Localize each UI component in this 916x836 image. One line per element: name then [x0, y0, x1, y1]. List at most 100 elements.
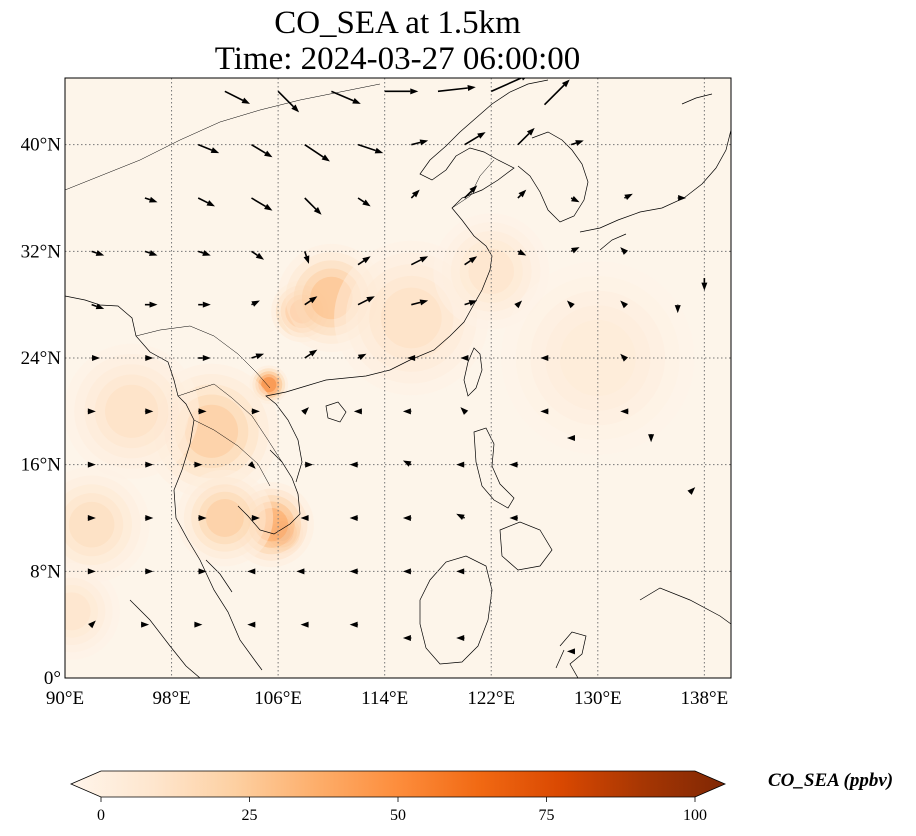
concentration-hotspot: [176, 469, 274, 567]
border-line: [177, 383, 283, 463]
wind-arrow: [543, 79, 570, 106]
wind-arrow: [402, 568, 412, 575]
border-line: [65, 83, 381, 191]
wind-arrow: [349, 515, 359, 521]
colorbar: 0 25 50 75 100: [69, 770, 727, 824]
wind-arrow: [144, 196, 158, 203]
wind-arrow: [197, 197, 215, 207]
border-line: [135, 325, 271, 389]
wind-arrow: [88, 620, 96, 629]
concentration-hotspot: [285, 252, 378, 344]
wind-arrow: [277, 90, 300, 113]
concentration-hotspot: [258, 374, 280, 396]
wind-arrow: [197, 143, 220, 154]
latitude-tick-label: 24°N: [21, 348, 62, 369]
concentration-hotspot: [252, 368, 286, 402]
wind-arrow: [144, 250, 158, 256]
wind-arrow: [566, 300, 575, 309]
wind-arrow: [87, 568, 96, 575]
map-subtitle: Time: 2024-03-27 06:00:00: [214, 41, 581, 77]
wind-arrow: [620, 300, 629, 309]
longitude-tick-label: 130°E: [574, 688, 622, 709]
gridlines: [65, 78, 731, 678]
wind-arrow: [620, 408, 629, 415]
concentration-hotspot: [301, 268, 361, 328]
wind-arrow: [224, 90, 251, 104]
concentration-hotspot: [380, 287, 442, 349]
wind-arrow: [674, 304, 681, 314]
wind-arrow: [490, 78, 526, 93]
concentration-hotspot: [105, 384, 159, 438]
wind-arrow: [87, 461, 96, 468]
wind-arrow: [251, 353, 265, 360]
wind-arrow: [251, 197, 273, 211]
wind-arrow: [384, 88, 419, 95]
concentration-hotspot: [74, 353, 189, 469]
wind-arrow: [331, 90, 361, 104]
concentration-hotspot: [235, 488, 308, 561]
wind-arrow: [144, 355, 154, 361]
concentration-hotspot: [94, 374, 169, 449]
wind-arrow: [464, 132, 486, 146]
wind-arrow: [677, 195, 687, 201]
wind-arrow: [357, 143, 384, 154]
coastline-sumatra: [129, 559, 233, 678]
concentration-hotspot: [154, 373, 269, 489]
colorbar-tick-label: 25: [242, 807, 258, 824]
concentration-hotspot: [241, 495, 302, 555]
latitude-tick-label: 16°N: [21, 455, 62, 476]
coastline-mindanao: [499, 521, 553, 571]
concentration-hotspot: [65, 484, 132, 566]
wind-arrow: [620, 353, 629, 362]
colorbar-label: CO_SEA (ppbv): [768, 770, 894, 791]
wind-arrow: [566, 435, 575, 441]
wind-arrow: [251, 408, 260, 415]
wind-arrow: [514, 300, 523, 309]
wind-arrow: [402, 515, 412, 521]
concentration-hotspot: [65, 475, 141, 574]
concentration-hotspot: [310, 276, 353, 320]
latitude-tick-label: 32°N: [21, 241, 62, 262]
concentration-hotspot: [183, 477, 266, 559]
wind-arrow: [460, 407, 469, 415]
wind-arrow: [141, 621, 150, 628]
coastlines: [65, 79, 731, 678]
concentration-hotspot: [84, 364, 179, 459]
concentration-hotspot: [198, 491, 252, 545]
wind-arrow: [87, 408, 96, 415]
wind-arrow: [303, 251, 310, 264]
map-background: [65, 78, 731, 678]
map-title: CO_SEA at 1.5km: [274, 5, 521, 41]
wind-arrow: [198, 568, 207, 575]
wind-arrow: [357, 353, 367, 361]
concentration-hotspot: [254, 507, 289, 542]
coastline-korea: [517, 131, 589, 223]
wind-arrow: [410, 189, 420, 199]
concentration-hotspot: [270, 521, 294, 545]
wind-vectors: [87, 78, 708, 655]
wind-arrow: [570, 247, 580, 254]
coastline-taiwan: [463, 347, 483, 397]
longitude-tick-label: 90°E: [46, 688, 84, 709]
co-concentration-field: [65, 213, 695, 660]
wind-arrow: [194, 621, 203, 628]
wind-arrow: [296, 568, 305, 575]
wind-arrow: [87, 515, 96, 521]
concentration-hotspot: [65, 563, 120, 660]
concentration-hotspot: [293, 260, 370, 336]
concentration-hotspot: [205, 499, 244, 537]
wind-arrow: [91, 250, 105, 256]
concentration-hotspot: [277, 243, 386, 353]
wind-arrow: [144, 408, 154, 415]
concentration-hotspot: [264, 514, 301, 551]
concentration-hotspot: [255, 371, 283, 399]
concentration-hotspot: [65, 592, 91, 631]
longitude-axis: 90°E 98°E 106°E 114°E 122°E 130°E 138°E: [46, 688, 728, 709]
country-borders: [65, 83, 495, 487]
concentration-hotspot: [174, 394, 249, 469]
wind-arrow: [247, 461, 256, 469]
wind-arrow: [620, 247, 629, 255]
concentration-hotspot: [65, 570, 113, 653]
wind-arrow: [304, 349, 318, 359]
wind-arrow: [300, 515, 309, 521]
